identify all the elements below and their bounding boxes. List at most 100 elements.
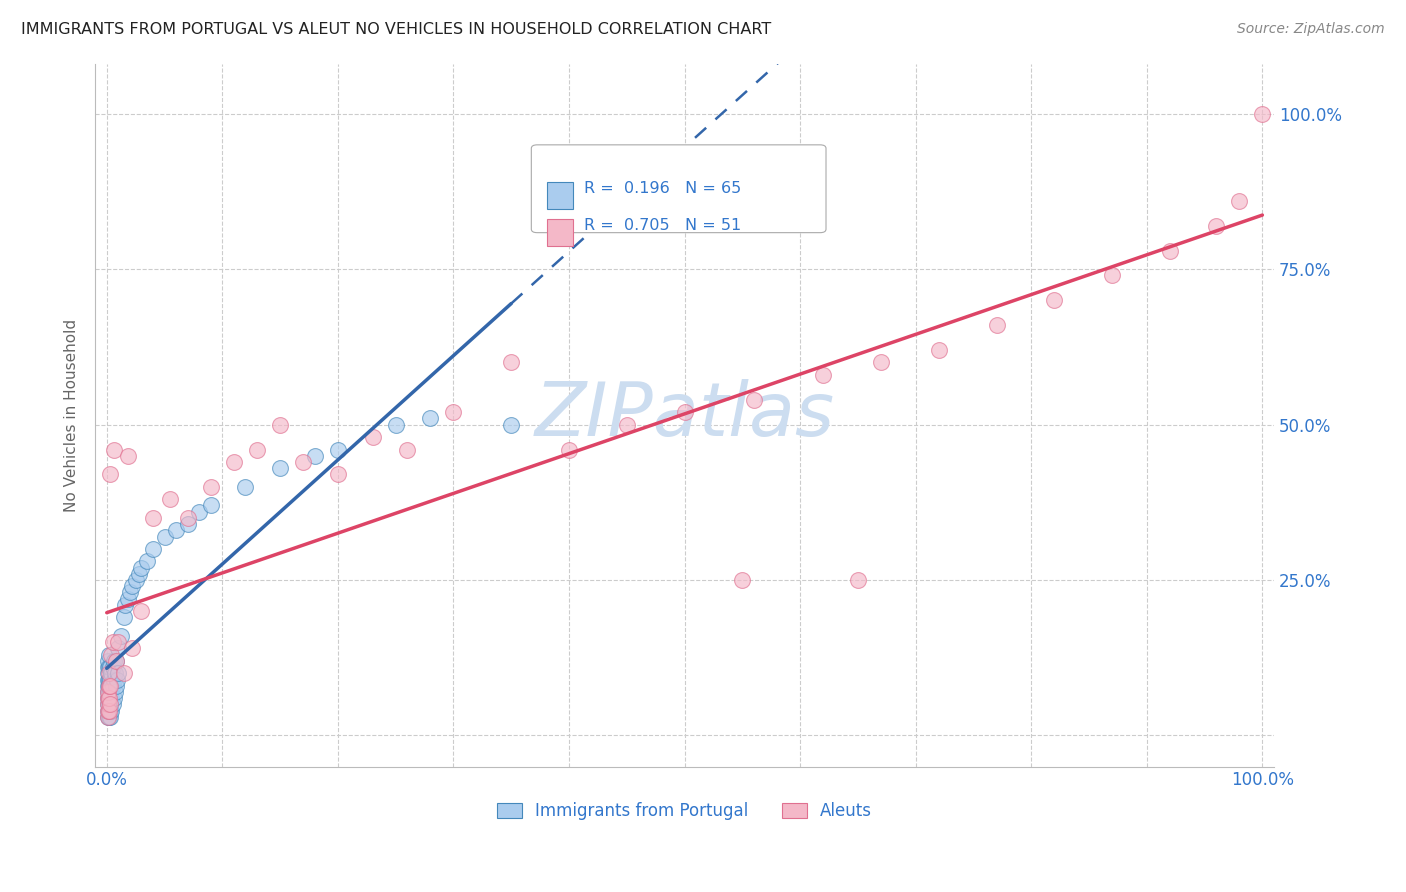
Point (98, 710, 121, 724)
Point (104, 679, 127, 693)
Point (97, 679, 120, 693)
Point (107, 666, 129, 681)
Point (98, 648, 121, 662)
Point (112, 666, 135, 681)
Point (269, 417, 291, 432)
Point (107, 641, 129, 656)
Point (419, 411, 441, 425)
Point (326, 442, 349, 457)
Point (97, 685, 120, 699)
Point (98, 698, 121, 712)
Point (176, 517, 198, 532)
Point (98, 673, 121, 687)
Y-axis label: No Vehicles in Household: No Vehicles in Household (65, 318, 79, 512)
Point (97, 710, 120, 724)
Point (103, 654, 125, 668)
Point (928, 343, 950, 357)
Point (731, 573, 754, 587)
Point (97, 691, 120, 706)
Point (200, 480, 222, 494)
Point (98, 704, 121, 718)
Point (870, 355, 893, 369)
Point (97, 691, 120, 706)
Point (98, 685, 121, 699)
Point (98, 704, 121, 718)
Point (100, 691, 122, 706)
Point (292, 455, 315, 469)
Point (246, 442, 269, 457)
Point (1101, 268, 1123, 283)
Point (104, 654, 127, 668)
Point (100, 648, 122, 662)
Point (142, 541, 165, 556)
Point (1043, 293, 1066, 308)
Point (1227, 194, 1250, 208)
Point (97, 666, 120, 681)
Point (188, 505, 211, 519)
Point (124, 573, 146, 587)
Point (128, 566, 150, 581)
Point (98, 698, 121, 712)
Point (98, 691, 121, 706)
Point (103, 673, 125, 687)
Point (97, 685, 120, 699)
Point (813, 368, 835, 382)
Point (100, 679, 122, 693)
Point (558, 442, 581, 457)
Point (1251, 107, 1274, 121)
Point (742, 392, 765, 407)
Text: Source: ZipAtlas.com: Source: ZipAtlas.com (1237, 22, 1385, 37)
Point (97, 673, 120, 687)
Point (1159, 244, 1181, 258)
Point (98, 691, 121, 706)
Point (103, 691, 125, 706)
Point (114, 598, 136, 612)
Point (121, 579, 143, 593)
Point (104, 654, 127, 668)
Point (98, 673, 121, 687)
FancyBboxPatch shape (531, 145, 825, 233)
Point (97, 660, 120, 674)
Point (118, 585, 141, 599)
Point (846, 573, 869, 587)
Text: R =  0.705   N = 51: R = 0.705 N = 51 (585, 218, 741, 233)
Point (222, 455, 245, 469)
Point (101, 635, 124, 649)
Point (121, 641, 143, 656)
Point (384, 417, 406, 432)
Point (110, 629, 132, 643)
Point (165, 524, 187, 538)
Point (153, 530, 176, 544)
Point (361, 430, 384, 444)
Point (117, 591, 139, 606)
Point (101, 679, 124, 693)
Point (97, 698, 120, 712)
Point (131, 604, 153, 618)
Point (112, 610, 135, 624)
Point (98, 679, 121, 693)
Point (98, 698, 121, 712)
Bar (547, 219, 572, 245)
Point (98, 679, 121, 693)
Point (98, 704, 121, 718)
Point (101, 698, 124, 712)
Point (97, 654, 120, 668)
Point (98, 685, 121, 699)
Point (131, 560, 153, 574)
Bar (547, 183, 572, 209)
Point (97, 704, 120, 718)
Point (104, 685, 127, 699)
Point (107, 635, 129, 649)
Point (105, 673, 128, 687)
Point (117, 449, 139, 463)
Point (98, 660, 121, 674)
Point (441, 405, 464, 419)
Point (98, 679, 121, 693)
Point (97, 704, 120, 718)
Point (98, 467, 121, 482)
Point (673, 405, 696, 419)
Point (100, 704, 122, 718)
Text: R =  0.196   N = 65: R = 0.196 N = 65 (585, 181, 741, 196)
Point (235, 480, 257, 494)
Point (304, 449, 326, 463)
